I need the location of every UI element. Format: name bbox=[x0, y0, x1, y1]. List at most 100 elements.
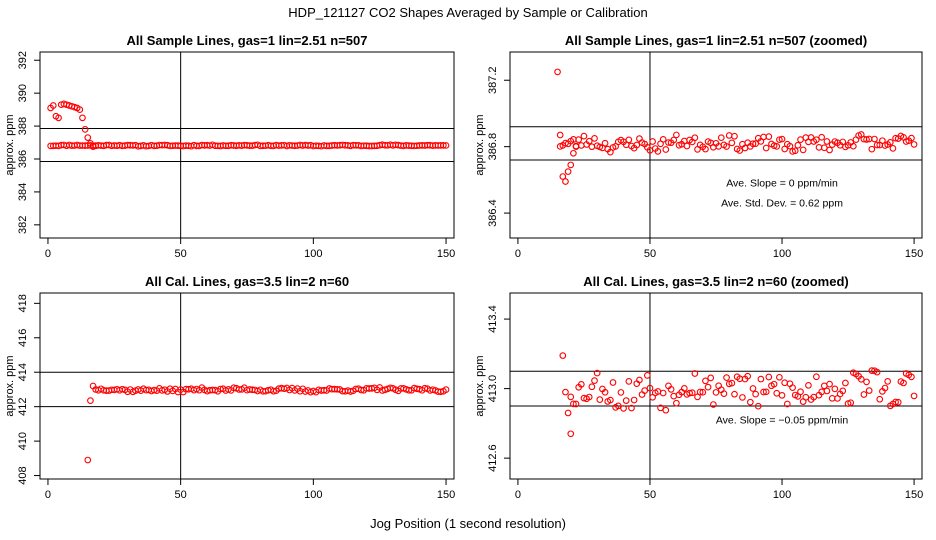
y-tick-label: 392 bbox=[17, 51, 29, 69]
x-tick-label: 100 bbox=[773, 248, 791, 260]
data-point bbox=[757, 375, 765, 383]
x-tick-label: 100 bbox=[304, 489, 322, 501]
data-point bbox=[625, 136, 633, 144]
data-point bbox=[786, 142, 794, 150]
panel-title: All Cal. Lines, gas=3.5 lin=2 n=60 (zoom… bbox=[583, 274, 849, 289]
data-point bbox=[556, 131, 564, 139]
data-point bbox=[778, 391, 786, 399]
x-tick-label: 150 bbox=[905, 248, 923, 260]
data-point bbox=[691, 134, 699, 142]
data-point bbox=[440, 142, 447, 149]
data-point bbox=[591, 377, 598, 384]
data-point bbox=[752, 140, 759, 148]
data-point bbox=[847, 399, 855, 407]
data-point bbox=[823, 138, 831, 145]
data-point bbox=[702, 377, 709, 385]
data-point bbox=[789, 384, 796, 392]
data-point bbox=[736, 147, 744, 154]
data-point bbox=[601, 388, 609, 396]
y-axis-label: approx. ppm bbox=[474, 114, 486, 175]
data-point bbox=[826, 146, 833, 154]
data-point bbox=[670, 392, 678, 400]
data-point bbox=[585, 137, 593, 145]
data-point bbox=[601, 139, 609, 147]
annotation: Ave. Std. Dev. = 0.62 ppm bbox=[721, 197, 843, 209]
data-point bbox=[776, 136, 783, 144]
data-point bbox=[657, 404, 664, 412]
data-point bbox=[731, 390, 738, 398]
x-tick-label: 50 bbox=[175, 248, 187, 260]
data-point bbox=[892, 398, 899, 406]
data-point bbox=[567, 430, 575, 438]
data-point bbox=[746, 398, 754, 406]
data-point bbox=[839, 138, 847, 146]
data-point bbox=[696, 388, 704, 396]
data-point bbox=[662, 406, 670, 414]
data-point bbox=[596, 396, 604, 403]
data-point bbox=[628, 404, 635, 412]
data-point bbox=[871, 135, 878, 143]
data-point bbox=[860, 391, 868, 398]
data-point bbox=[876, 395, 884, 403]
panel-3: All Cal. Lines, gas=3.5 lin=2 n=60 0 50 100… bbox=[4, 274, 455, 501]
y-axis-label: approx. ppm bbox=[4, 355, 16, 416]
data-point bbox=[683, 142, 691, 150]
data-point bbox=[688, 389, 696, 397]
data-point bbox=[588, 143, 596, 151]
data-point bbox=[884, 377, 892, 385]
data-point bbox=[646, 384, 654, 392]
y-tick-label: 413.4 bbox=[487, 305, 499, 333]
plot-frame bbox=[39, 51, 455, 239]
data-point bbox=[442, 142, 450, 149]
data-point bbox=[765, 133, 773, 140]
data-point bbox=[591, 135, 598, 142]
data-point bbox=[577, 380, 585, 388]
data-point bbox=[609, 379, 617, 386]
y-tick-label: 416 bbox=[17, 329, 29, 347]
data-point bbox=[667, 386, 675, 393]
y-tick-label: 413.0 bbox=[487, 375, 499, 403]
panel-title: All Sample Lines, gas=1 lin=2.51 n=507 bbox=[127, 33, 368, 48]
data-point bbox=[570, 149, 577, 157]
data-point bbox=[886, 138, 894, 146]
y-tick-label: 390 bbox=[17, 84, 29, 102]
data-point bbox=[620, 405, 627, 412]
data-point bbox=[702, 145, 709, 153]
x-tick-label: 0 bbox=[45, 489, 51, 501]
y-tick-label: 387.2 bbox=[487, 66, 499, 94]
annotation: Ave. Slope = −0.05 ppm/min bbox=[716, 414, 848, 426]
figure-title: HDP_121127 CO2 Shapes Averaged by Sample… bbox=[288, 5, 648, 20]
data-point bbox=[607, 396, 614, 404]
data-point bbox=[889, 145, 897, 152]
data-point bbox=[712, 389, 720, 396]
data-point bbox=[585, 393, 593, 401]
plot-frame bbox=[509, 51, 923, 239]
data-point bbox=[723, 374, 730, 381]
data-point bbox=[580, 132, 588, 140]
data-point bbox=[857, 375, 865, 383]
data-point bbox=[707, 374, 715, 382]
data-point bbox=[744, 372, 752, 380]
data-point bbox=[818, 133, 825, 141]
data-point bbox=[662, 146, 670, 153]
data-point bbox=[776, 373, 783, 381]
y-tick-label: 386 bbox=[17, 150, 29, 168]
data-point bbox=[799, 146, 807, 154]
data-point bbox=[749, 140, 757, 148]
data-point bbox=[760, 388, 767, 396]
data-point bbox=[762, 144, 770, 152]
y-axis-label: approx. ppm bbox=[4, 114, 16, 175]
data-point bbox=[630, 396, 638, 404]
data-point bbox=[789, 148, 796, 155]
data-point bbox=[813, 136, 820, 144]
data-point bbox=[908, 373, 915, 381]
data-point bbox=[739, 394, 746, 401]
data-point bbox=[781, 379, 789, 387]
plot-frame bbox=[509, 292, 923, 480]
data-point bbox=[791, 147, 799, 155]
data-point bbox=[670, 136, 678, 144]
data-point bbox=[749, 385, 757, 392]
data-point bbox=[55, 114, 62, 122]
figure-x-axis-label: Jog Position (1 second resolution) bbox=[370, 516, 566, 531]
data-point bbox=[673, 399, 680, 407]
